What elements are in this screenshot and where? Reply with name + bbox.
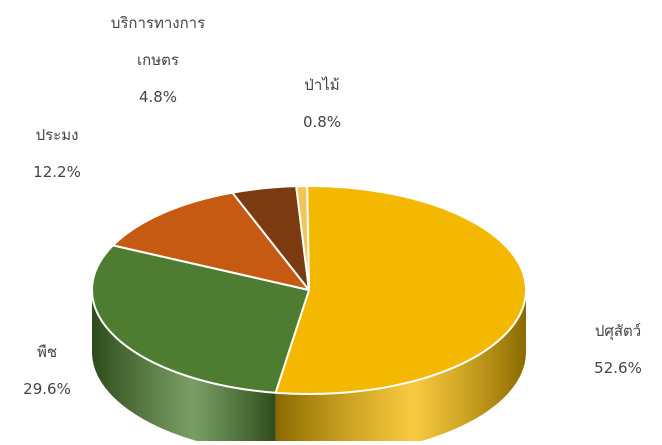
pie-slice-2: [112, 191, 310, 291]
data-label-4: ป่าไม้ 0.8%: [303, 76, 341, 131]
slice-name-label: เกษตร: [137, 51, 179, 69]
data-label-2: ประมง 12.2%: [33, 126, 81, 181]
pie-slice-4: [295, 185, 310, 291]
data-label-1: พืช 29.6%: [23, 343, 71, 398]
slice-name-label: ประมง: [36, 126, 79, 144]
pie-side-1: [92, 290, 276, 445]
slice-name-label: พืช: [37, 343, 57, 361]
pie-slice-1: [91, 244, 310, 394]
slice-name-label: บริการทางการ: [111, 14, 205, 32]
slice-value-label: 52.6%: [594, 359, 642, 377]
pie-slice-0: [274, 185, 527, 395]
slice-value-label: 12.2%: [33, 163, 81, 181]
data-label-0: ปศุสัตว์ 52.6%: [594, 322, 642, 377]
slice-value-label: 4.8%: [139, 88, 177, 106]
slice-value-label: 29.6%: [23, 380, 71, 398]
pie-side-0: [275, 290, 526, 445]
slice-value-label: 0.8%: [303, 113, 341, 131]
slice-name-label: ปศุสัตว์: [595, 322, 641, 341]
slice-name-label: ป่าไม้: [304, 76, 339, 94]
